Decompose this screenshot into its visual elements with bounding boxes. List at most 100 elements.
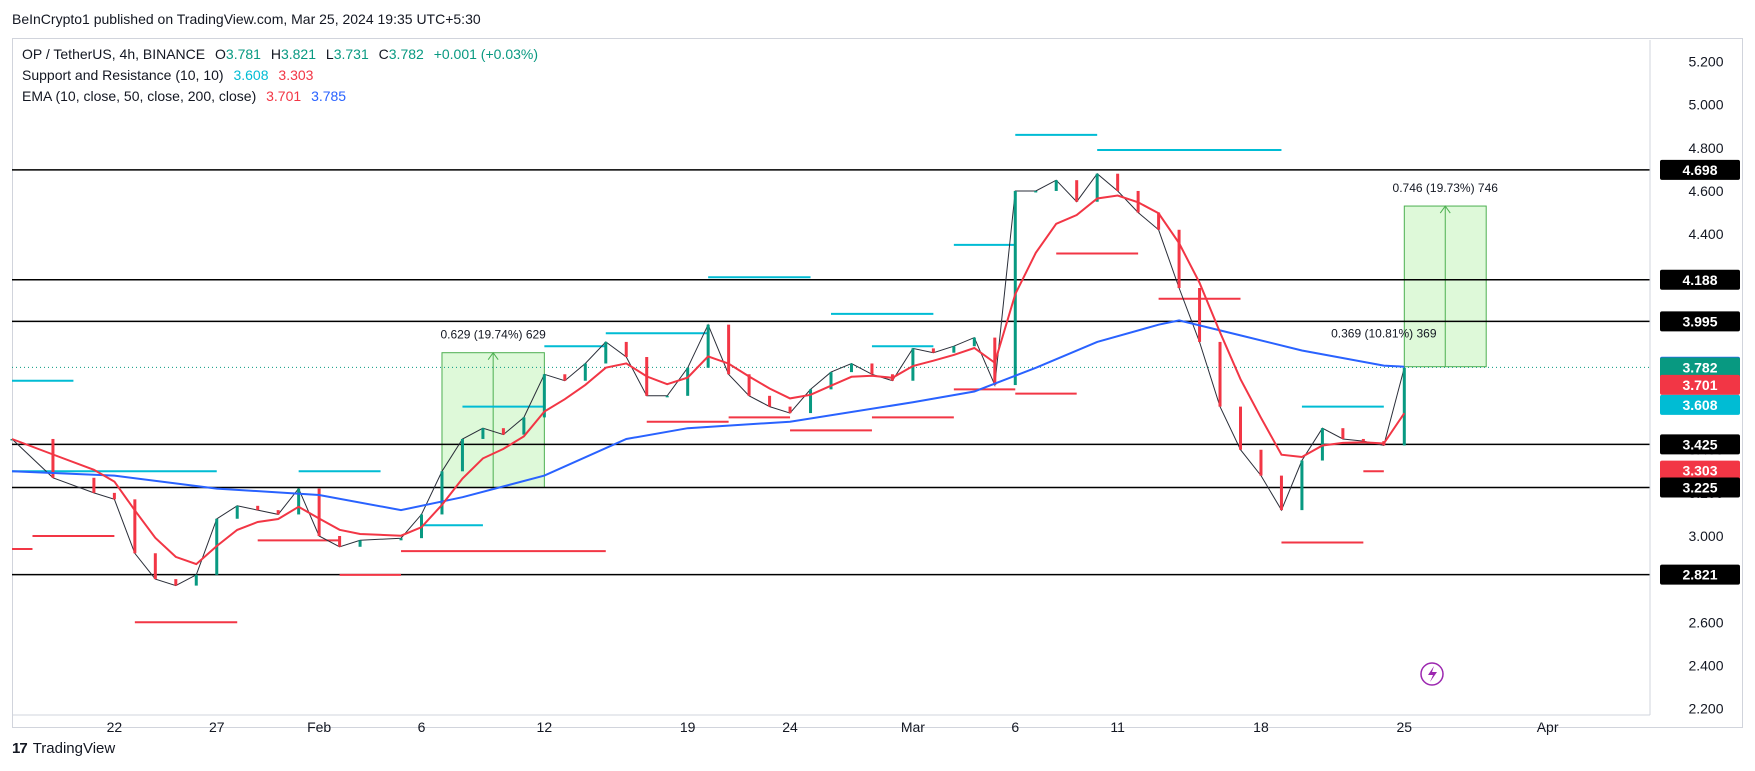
price-point[interactable] (870, 363, 874, 375)
price-point[interactable] (1034, 190, 1038, 193)
price-point[interactable] (686, 367, 690, 396)
price-point[interactable] (849, 363, 853, 373)
price-point[interactable] (92, 477, 96, 493)
price-badge-9[interactable] (1660, 477, 1740, 498)
price-point[interactable] (235, 505, 239, 519)
price-point[interactable] (1157, 212, 1161, 230)
legend-ema-row[interactable]: EMA (10, close, 50, close, 200, close) 3… (22, 86, 538, 107)
price-point[interactable] (112, 492, 116, 500)
x-tick-label: 25 (1397, 719, 1413, 735)
price-point[interactable] (460, 438, 464, 472)
legend-high: 3.821 (280, 46, 317, 62)
price-point[interactable] (133, 499, 137, 554)
price-point[interactable] (1198, 288, 1202, 342)
price-point[interactable] (768, 395, 772, 407)
price-point[interactable] (1239, 406, 1242, 450)
x-tick-label: 24 (782, 719, 798, 735)
ema-fast-line[interactable] (11, 194, 1406, 566)
lightning-icon[interactable] (1420, 662, 1444, 686)
price-point[interactable] (481, 428, 485, 439)
y-tick-label: 4.800 (1688, 140, 1723, 156)
measure-arrowhead-0 (487, 351, 499, 360)
price-point[interactable] (931, 348, 935, 353)
price-point[interactable] (829, 372, 833, 390)
price-badge-0[interactable] (1660, 159, 1740, 180)
price-point[interactable] (1013, 190, 1017, 386)
price-point[interactable] (338, 536, 342, 547)
price-point[interactable] (51, 438, 55, 478)
price-badge-label-4: 3.782 (1682, 359, 1717, 375)
y-tick-label: 3.000 (1688, 528, 1723, 544)
price-badge-label-10: 2.821 (1682, 567, 1717, 583)
price-point[interactable] (952, 346, 956, 353)
price-point[interactable] (194, 574, 198, 586)
price-point[interactable] (174, 579, 178, 586)
price-point[interactable] (1116, 173, 1120, 191)
x-tick-label: Feb (307, 719, 331, 735)
x-tick-label: Apr (1537, 719, 1559, 735)
price-point[interactable] (1402, 367, 1406, 446)
price-badge-5[interactable] (1660, 374, 1740, 395)
price-point[interactable] (501, 428, 505, 435)
legend-c-label: C (378, 46, 389, 62)
price-point[interactable] (153, 553, 157, 580)
price-point[interactable] (522, 417, 526, 435)
x-tick-label: 19 (680, 719, 696, 735)
price-point[interactable] (809, 389, 813, 414)
price-point[interactable] (399, 538, 403, 541)
price-point[interactable] (727, 324, 731, 375)
price-point[interactable] (1320, 428, 1324, 461)
price-badge-8[interactable] (1660, 460, 1740, 481)
legend-symbol-row[interactable]: OP / TetherUS, 4h, BINANCE O3.781 H3.821… (22, 44, 538, 65)
price-point[interactable] (1259, 449, 1263, 476)
price-point[interactable] (665, 395, 669, 398)
price-point[interactable] (276, 510, 280, 515)
legend-change: +0.001 (+0.03%) (433, 46, 538, 62)
price-point[interactable] (972, 337, 976, 347)
price-badge-label-6: 3.608 (1682, 397, 1717, 413)
ema-200-line[interactable] (11, 319, 1405, 512)
price-point[interactable] (297, 488, 301, 515)
price-point[interactable] (1177, 229, 1181, 289)
price-point[interactable] (1279, 475, 1283, 511)
price-line[interactable] (11, 172, 1405, 587)
measure-label-0: 0.629 (19.74%) 629 (440, 328, 546, 342)
price-badge-10[interactable] (1660, 564, 1740, 585)
legend-low: 3.731 (333, 46, 369, 62)
price-point[interactable] (317, 488, 321, 537)
legend-ema-value2: 3.785 (311, 88, 347, 104)
price-point[interactable] (1341, 428, 1345, 439)
legend-sr-row[interactable]: Support and Resistance (10, 10) 3.608 3.… (22, 65, 538, 86)
price-badge-label-5: 3.701 (1682, 377, 1717, 393)
price-point[interactable] (358, 540, 362, 547)
price-badge-label-7: 3.425 (1682, 436, 1717, 452)
legend-sr-label: Support and Resistance (10, 10) (22, 67, 224, 83)
price-point[interactable] (706, 324, 710, 368)
price-point[interactable] (911, 348, 915, 381)
price-point[interactable] (1054, 180, 1058, 191)
price-point[interactable] (583, 363, 587, 381)
price-badge-label-2: 3.995 (1682, 313, 1717, 329)
price-badge-2[interactable] (1660, 311, 1740, 332)
legend-sr-value2: 3.303 (278, 67, 314, 83)
price-point[interactable] (624, 341, 628, 358)
price-point[interactable] (542, 374, 546, 418)
footer-brand: 17 TradingView (12, 740, 115, 757)
price-badge-7[interactable] (1660, 434, 1740, 455)
price-badge-1[interactable] (1660, 269, 1740, 290)
price-badge-6[interactable] (1660, 394, 1740, 415)
legend-o-label: O (215, 46, 226, 62)
price-point[interactable] (604, 341, 608, 364)
price-point[interactable] (747, 374, 751, 396)
price-point[interactable] (788, 406, 792, 414)
price-point[interactable] (1361, 438, 1365, 442)
price-point[interactable] (256, 505, 260, 511)
legend-ema-label: EMA (10, close, 50, close, 200, close) (22, 88, 257, 104)
price-point[interactable] (1218, 341, 1222, 407)
price-point[interactable] (440, 471, 444, 515)
price-point[interactable] (1300, 460, 1304, 511)
price-point[interactable] (563, 374, 567, 381)
price-point[interactable] (1095, 173, 1099, 202)
price-point[interactable] (1075, 180, 1079, 202)
